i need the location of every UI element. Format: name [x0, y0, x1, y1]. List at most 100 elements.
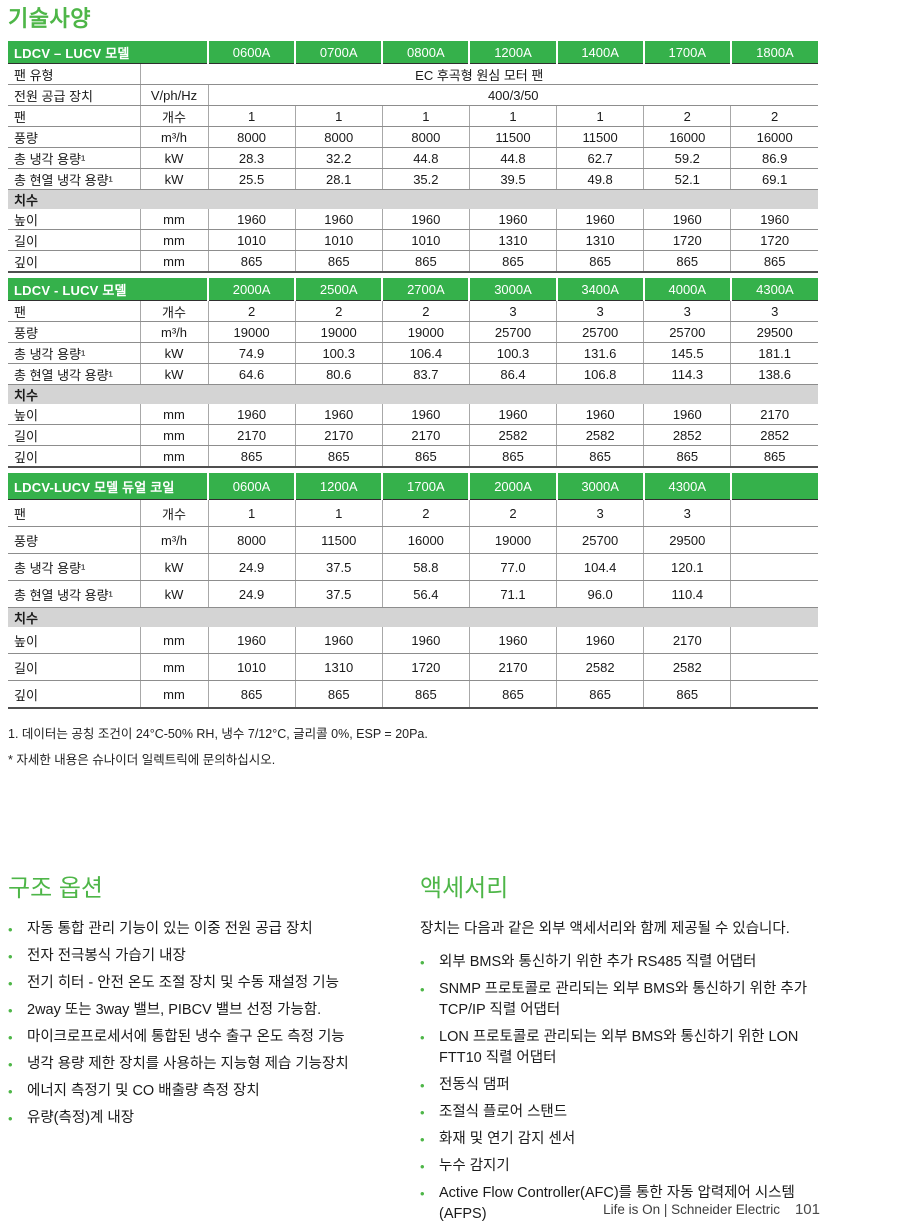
- cell-value: 138.6: [730, 363, 818, 385]
- cell-value: 19000: [382, 321, 470, 343]
- cell-value: 2: [208, 300, 296, 322]
- cell-value: 2852: [643, 424, 732, 446]
- cell-value: 86.9: [730, 147, 818, 169]
- table-row: 높이 mm 1960 1960 1960 1960 1960 1960 2170: [8, 404, 818, 425]
- list-item-text: 자동 통합 관리 기능이 있는 이중 전원 공급 장치: [27, 921, 313, 937]
- cell-value: 25.5: [208, 168, 296, 190]
- bullet-icon: •: [8, 922, 13, 937]
- column-header: 1400A: [555, 41, 644, 64]
- row-span-value: 400/3/50: [208, 84, 818, 106]
- cell-value: 120.1: [643, 553, 732, 581]
- list-item: • 화재 및 연기 감지 센서: [420, 1129, 882, 1150]
- cell-value: 25700: [469, 321, 558, 343]
- cell-value: 1: [295, 499, 383, 527]
- row-label: 총 현열 냉각 용량¹: [8, 168, 141, 190]
- cell-value: 25700: [556, 526, 645, 554]
- spec-tables: LDCV – LUCV 모델 0600A 0700A 0800A 1200A 1400A 1…: [8, 41, 900, 709]
- cell-value: 1960: [556, 404, 645, 425]
- bullet-icon: •: [8, 1057, 13, 1072]
- cell-value: [730, 580, 818, 608]
- list-item-text: SNMP 프로토콜로 관리되는 외부 BMS와 통신하기 위한 추가 TCP/I…: [439, 981, 808, 1018]
- cell-value: 1960: [208, 404, 296, 425]
- spec-table: LDCV-LUCV 모델 듀얼 코일 0600A 1200A 1700A 2000A 30…: [8, 473, 818, 709]
- spec-table: LDCV - LUCV 모델 2000A 2500A 2700A 3000A 3400A 4…: [8, 278, 818, 468]
- row-label: 길이: [8, 653, 141, 681]
- row-label: 팬 유형: [8, 63, 141, 85]
- row-label: 팬: [8, 300, 141, 322]
- cell-value: 1960: [382, 404, 470, 425]
- cell-value: 2170: [382, 424, 470, 446]
- cell-value: 1010: [208, 229, 296, 251]
- cell-value: 1960: [295, 209, 383, 230]
- cell-value: 11500: [556, 126, 645, 148]
- cell-value: 1010: [208, 653, 296, 681]
- cell-value: [730, 680, 818, 709]
- cell-value: [730, 553, 818, 581]
- row-label: 총 현열 냉각 용량¹: [8, 363, 141, 385]
- cell-value: 3: [469, 300, 558, 322]
- list-item: • 전자 전극봉식 가습기 내장: [8, 946, 412, 967]
- cell-value: 106.4: [382, 342, 470, 364]
- column-header: 0600A: [206, 41, 296, 64]
- cell-value: 106.8: [556, 363, 645, 385]
- list-item: • 2way 또는 3way 밸브, PIBCV 밸브 선정 가능함.: [8, 1000, 412, 1021]
- row-label: 팬: [8, 105, 141, 127]
- list-item: • 전기 히터 - 안전 온도 조절 장치 및 수동 재설정 기능: [8, 973, 412, 994]
- cell-value: 865: [295, 250, 383, 273]
- row-unit: mm: [140, 209, 209, 230]
- cell-value: [730, 653, 818, 681]
- column-header: 1700A: [381, 473, 470, 500]
- cell-value: 56.4: [382, 580, 470, 608]
- list-item: • Active Flow Controller(AFC)를 통한 자동 압력제어…: [420, 1183, 882, 1225]
- cell-value: 35.2: [382, 168, 470, 190]
- cell-value: 1010: [382, 229, 470, 251]
- table-row: 풍량 m³/h 8000 11500 16000 19000 25700 29500: [8, 526, 818, 554]
- table-row: 전원 공급 장치 V/ph/Hz 400/3/50: [8, 84, 818, 106]
- row-label: 풍량: [8, 126, 141, 148]
- cell-value: 83.7: [382, 363, 470, 385]
- table-row: 총 현열 냉각 용량¹ kW 24.9 37.5 56.4 71.1 96.0 110.4: [8, 580, 818, 608]
- options-section: 구조 옵션 • 자동 통합 관리 기능이 있는 이중 전원 공급 장치 • 전자 전극…: [8, 875, 412, 1231]
- cell-value: 29500: [643, 526, 732, 554]
- cell-value: 2: [469, 499, 558, 527]
- row-span-value: EC 후곡형 원심 모터 팬: [140, 63, 818, 85]
- cell-value: 865: [382, 250, 470, 273]
- bullet-icon: •: [8, 1003, 13, 1018]
- cell-value: 104.4: [556, 553, 645, 581]
- column-header: 2700A: [381, 278, 470, 301]
- column-header: 0600A: [206, 473, 296, 500]
- cell-value: 1960: [556, 209, 645, 230]
- cell-value: 865: [556, 445, 645, 468]
- list-item: • 누수 감지기: [420, 1156, 882, 1177]
- cell-value: 8000: [382, 126, 470, 148]
- list-item: • 냉각 용량 제한 장치를 사용하는 지능형 제습 기능장치: [8, 1054, 412, 1075]
- row-label: 높이: [8, 404, 141, 425]
- cell-value: 58.8: [382, 553, 470, 581]
- column-header: 1700A: [642, 41, 731, 64]
- cell-value: 145.5: [643, 342, 732, 364]
- bullet-icon: •: [420, 1159, 425, 1174]
- cell-value: 865: [208, 680, 296, 709]
- list-item: • LON 프로토콜로 관리되는 외부 BMS와 통신하기 위한 LON FTT1…: [420, 1027, 882, 1069]
- list-item-text: 에너지 측정기 및 CO 배출량 측정 장치: [27, 1083, 260, 1099]
- cell-value: 131.6: [556, 342, 645, 364]
- lower-sections: 구조 옵션 • 자동 통합 관리 기능이 있는 이중 전원 공급 장치 • 전자 전극…: [8, 875, 900, 1231]
- table-row: 팬 유형 EC 후곡형 원심 모터 팬: [8, 63, 818, 85]
- cell-value: 64.6: [208, 363, 296, 385]
- row-unit: mm: [140, 627, 209, 654]
- cell-value: 2582: [469, 424, 558, 446]
- cell-value: 37.5: [295, 553, 383, 581]
- cell-value: 1960: [208, 209, 296, 230]
- row-label: 깊이: [8, 445, 141, 468]
- cell-value: 1960: [469, 404, 558, 425]
- table-row: 치수: [8, 384, 818, 404]
- list-item-text: 전기 히터 - 안전 온도 조절 장치 및 수동 재설정 기능: [27, 975, 339, 991]
- bullet-icon: •: [420, 1030, 425, 1045]
- cell-value: 2170: [643, 627, 732, 654]
- cell-value: 1: [208, 105, 296, 127]
- row-unit: mm: [140, 404, 209, 425]
- table-row: 팬 개수 2 2 2 3 3 3 3: [8, 300, 818, 322]
- cell-value: 1310: [556, 229, 645, 251]
- cell-value: 37.5: [295, 580, 383, 608]
